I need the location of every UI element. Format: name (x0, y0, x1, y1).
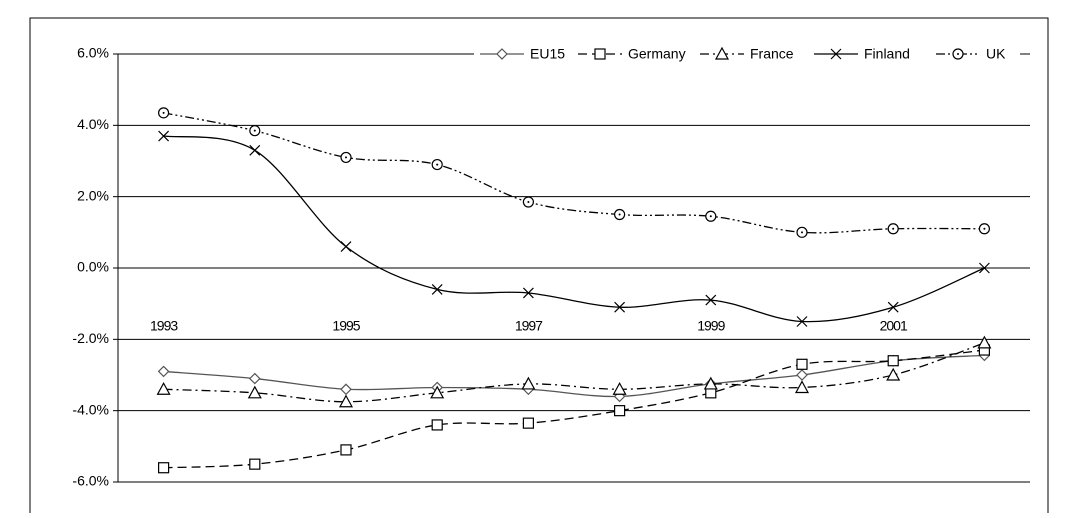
marker (158, 130, 170, 142)
marker (340, 444, 352, 456)
marker (522, 417, 535, 429)
legend-marker (594, 48, 606, 60)
marker (887, 301, 899, 313)
y-tick-label: -6.0% (72, 473, 109, 489)
legend-marker (496, 48, 508, 60)
marker (340, 241, 352, 253)
marker (796, 369, 808, 381)
x-tick-label: 1995 (332, 318, 360, 334)
x-tick-label: 2001 (880, 318, 908, 334)
marker (158, 107, 170, 119)
marker (247, 385, 262, 399)
x-tick-label: 1999 (697, 318, 725, 334)
marker-dot (801, 231, 803, 234)
marker (887, 223, 899, 235)
y-tick-label: 0.0% (77, 259, 109, 275)
marker (157, 365, 170, 378)
legend-label: France (750, 46, 794, 62)
legend-label: Finland (864, 46, 910, 62)
marker (887, 355, 899, 367)
marker-dot (709, 215, 712, 218)
y-tick-label: -4.0% (72, 401, 109, 417)
y-tick-label: 6.0% (77, 45, 109, 61)
series-line (163, 342, 985, 403)
marker (249, 458, 261, 470)
legend-label: EU15 (530, 46, 565, 62)
x-tick-label: 1993 (150, 318, 178, 334)
marker (613, 208, 626, 221)
marker (340, 383, 352, 396)
marker-dot (983, 227, 986, 230)
marker (612, 382, 627, 395)
marker-dot (436, 163, 439, 166)
marker (338, 394, 354, 408)
marker (977, 335, 992, 349)
grid-layer: -6.0% -4.0% -2.0% 0.0% 2.0% 4.0% 6.0% 1993 1995 1… (72, 45, 1030, 489)
marker (156, 382, 171, 395)
marker-dot (618, 213, 621, 216)
series-line (163, 349, 985, 469)
marker (430, 385, 445, 399)
marker (522, 287, 534, 299)
chart-frame (29, 17, 1049, 518)
marker (248, 372, 261, 385)
marker (705, 294, 717, 306)
series-line (163, 354, 985, 398)
series-line (163, 135, 985, 323)
marker (613, 405, 626, 417)
marker (249, 125, 261, 137)
legend-label: Germany (628, 46, 686, 62)
x-tick-label: 1997 (515, 318, 543, 334)
marker (431, 419, 443, 431)
marker (886, 367, 901, 381)
marker (522, 196, 535, 208)
marker (614, 301, 626, 313)
marker-dot (162, 111, 165, 114)
marker (431, 283, 443, 295)
legend-marker (714, 46, 730, 60)
marker (521, 376, 536, 390)
marker (794, 380, 810, 394)
legend-marker (830, 48, 842, 60)
y-tick-label: -2.0% (72, 330, 109, 346)
marker (249, 144, 261, 156)
y-tick-label: 2.0% (77, 187, 109, 203)
marker-dot (957, 53, 959, 55)
marker (796, 316, 808, 327)
marker-dot (527, 201, 530, 204)
legend-marker (952, 48, 964, 60)
legend: EU15 Germany France Finland UK (474, 44, 1020, 64)
legend-label: UK (986, 46, 1006, 62)
marker (978, 223, 991, 235)
y-tick-label: 4.0% (77, 116, 109, 132)
marker (796, 226, 808, 238)
marker-dot (345, 156, 347, 159)
marker (705, 210, 717, 222)
marker (431, 158, 443, 171)
legend-box (474, 44, 1020, 64)
marker-dot (253, 129, 256, 132)
marker-dot (892, 227, 895, 230)
marker (978, 262, 990, 274)
marker (796, 358, 808, 370)
marker (340, 151, 352, 164)
marker (158, 462, 170, 474)
line-layer (156, 107, 992, 474)
series-line (163, 112, 985, 234)
marker (703, 376, 718, 390)
